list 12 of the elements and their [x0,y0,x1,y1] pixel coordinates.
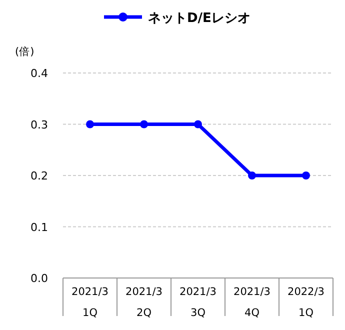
y-axis-title: (倍) [15,45,34,58]
x-tick-label: 2021/3 1Q [72,286,108,319]
y-tick-label: 0.2 [30,170,48,182]
y-tick-label: 0.3 [30,118,48,132]
x-tick-label: 2022/3 1Q [288,286,324,319]
legend-label: ネットD/Eレシオ [148,11,250,26]
x-tick-label: 2021/3 3Q [180,286,216,319]
y-tick-label: 0.4 [30,67,48,80]
x-tick-label: 2021/3 2Q [126,286,162,319]
y-tick-label: 0.1 [30,220,48,234]
x-tick-label: 2021/3 4Q [234,286,270,319]
y-tick-label: 0.0 [30,272,48,285]
